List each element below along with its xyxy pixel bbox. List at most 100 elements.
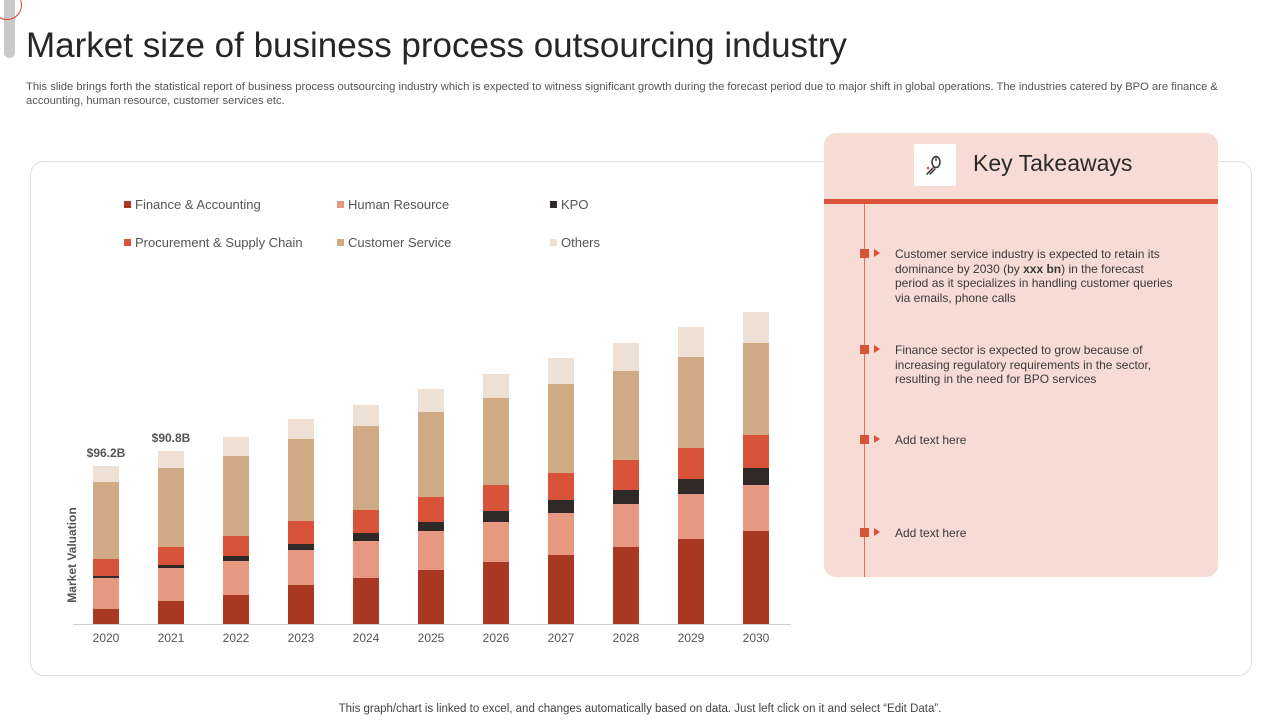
page-title: Market size of business process outsourc… — [26, 26, 847, 65]
bar-segment — [223, 536, 249, 556]
bar-segment — [483, 485, 509, 511]
bar-segment — [743, 343, 769, 435]
legend-label: Human Resource — [348, 197, 449, 212]
bar-segment — [418, 531, 444, 570]
bar-segment — [678, 539, 704, 624]
bar-segment — [418, 522, 444, 531]
x-tick-label: 2021 — [158, 631, 185, 645]
bar-segment — [548, 555, 574, 624]
takeaway-text: Customer service industry is expected to… — [895, 247, 1173, 305]
takeaway-text: Add text here — [895, 526, 967, 540]
legend-label: Customer Service — [348, 235, 451, 250]
legend-label: Others — [561, 235, 601, 250]
bar-segment — [743, 531, 769, 624]
bar-segment — [418, 412, 444, 497]
bar-segment — [353, 578, 379, 624]
bar-segment — [548, 513, 574, 555]
bar-segment — [548, 384, 574, 473]
corner-decoration-bar — [4, 0, 15, 58]
bar-segment — [483, 562, 509, 624]
bar-segment — [353, 510, 379, 533]
legend-swatch — [124, 201, 131, 208]
bar-segment — [353, 533, 379, 541]
thumbs-up-mouse-icon — [926, 155, 941, 175]
x-tick-label: 2029 — [678, 631, 705, 645]
bar-segment — [223, 595, 249, 624]
key-takeaways-panel: Key Takeaways Customer service industry … — [824, 133, 1218, 577]
bar-segment — [158, 468, 184, 547]
bar-segment — [678, 494, 704, 539]
bar-segment — [678, 327, 704, 357]
bar-segment — [678, 357, 704, 448]
takeaway-text: Add text here — [895, 433, 967, 447]
bar-segment — [288, 550, 314, 585]
bar-segment — [158, 451, 184, 468]
bar-segment — [613, 460, 639, 490]
data-label: $96.2B — [87, 446, 126, 460]
square-bullet-icon — [860, 249, 869, 258]
bar-segment — [743, 468, 769, 485]
bar-segment — [353, 541, 379, 578]
bar-segment — [483, 398, 509, 485]
bar-segment — [223, 556, 249, 561]
triangle-arrow-icon — [874, 249, 880, 257]
x-tick-label: 2020 — [93, 631, 120, 645]
bar-segment — [613, 504, 639, 547]
page-subtitle: This slide brings forth the statistical … — [26, 81, 1218, 107]
bar-segment — [93, 482, 119, 559]
bar-segment — [483, 374, 509, 398]
square-bullet-icon — [860, 345, 869, 354]
bar-segment — [93, 576, 119, 578]
legend-swatch — [550, 201, 557, 208]
bar-segment — [288, 585, 314, 624]
data-label: $90.8B — [152, 431, 191, 445]
key-takeaways-title: Key Takeaways — [973, 150, 1133, 176]
takeaway-text: Finance sector is expected to grow becau… — [895, 343, 1152, 386]
square-bullet-icon — [860, 435, 869, 444]
x-tick-label: 2030 — [743, 631, 770, 645]
x-tick-label: 2023 — [288, 631, 315, 645]
bar-segment — [353, 405, 379, 426]
triangle-arrow-icon — [874, 528, 880, 536]
bar-segment — [613, 371, 639, 460]
footer-note: This graph/chart is linked to excel, and… — [338, 703, 942, 715]
bar-segment — [288, 439, 314, 521]
key-takeaways-icon-box — [914, 144, 956, 186]
corner-decoration-circle — [0, 0, 22, 20]
bar-segment — [483, 522, 509, 562]
bar-segment — [548, 500, 574, 513]
x-tick-label: 2028 — [613, 631, 640, 645]
bar-segment — [288, 544, 314, 550]
legend-label: Procurement & Supply Chain — [135, 235, 303, 250]
x-tick-label: 2024 — [353, 631, 380, 645]
x-tick-label: 2026 — [483, 631, 510, 645]
bar-segment — [678, 448, 704, 479]
triangle-arrow-icon — [874, 435, 880, 443]
bar-segment — [548, 358, 574, 384]
bar-segment — [613, 343, 639, 371]
bar-segment — [353, 426, 379, 510]
bar-segment — [418, 497, 444, 522]
bar-segment — [418, 389, 444, 412]
bar-segment — [743, 485, 769, 531]
stacked-bar-chart[interactable]: Finance & Accounting Human Resource KPO Pro… — [31, 162, 821, 675]
bar-segment — [93, 466, 119, 482]
bar-segment — [678, 479, 704, 494]
bar-segment — [483, 511, 509, 522]
bar-segment — [548, 473, 574, 500]
bar-segment — [93, 578, 119, 609]
bar-segment — [93, 609, 119, 624]
legend-swatch — [337, 239, 344, 246]
square-bullet-icon — [860, 528, 869, 537]
bar-segment — [613, 490, 639, 504]
key-takeaways-timeline-line — [864, 204, 865, 577]
legend-swatch — [550, 239, 557, 246]
bar-segment — [158, 568, 184, 601]
bar-segment — [743, 435, 769, 468]
key-takeaways-divider — [824, 199, 1218, 204]
x-tick-label: 2025 — [418, 631, 445, 645]
legend-swatch — [337, 201, 344, 208]
bar-segment — [223, 561, 249, 595]
y-axis-label: Market Valuation — [65, 507, 79, 602]
bar-segment — [288, 521, 314, 544]
